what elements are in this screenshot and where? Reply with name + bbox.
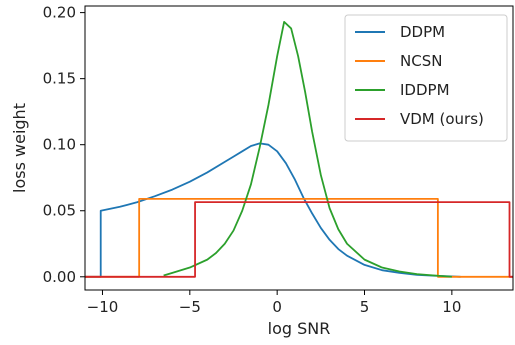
y-axis-ticks: 0.00 0.05 0.10 0.15 0.20 <box>43 4 85 286</box>
series-line-1 <box>85 199 513 277</box>
x-tick-label: 10 <box>442 298 461 316</box>
legend-label: IDDPM <box>400 81 450 99</box>
y-tick-label: 0.05 <box>43 202 76 220</box>
y-tick-label: 0.10 <box>43 136 76 154</box>
series-line-3 <box>85 202 513 277</box>
y-tick-label: 0.00 <box>43 268 76 286</box>
x-tick-label: −10 <box>87 298 119 316</box>
x-axis-ticks: −10 −5 0 5 10 <box>87 290 462 316</box>
y-axis-label: loss weight <box>10 103 29 193</box>
legend: DDPM NCSN IDDPM VDM (ours) <box>345 15 507 141</box>
x-tick-label: 0 <box>272 298 282 316</box>
legend-label: VDM (ours) <box>400 110 484 128</box>
y-tick-label: 0.20 <box>43 4 76 22</box>
x-axis-label: log SNR <box>268 319 331 338</box>
y-tick-label: 0.15 <box>43 70 76 88</box>
x-tick-label: 5 <box>360 298 370 316</box>
legend-label: DDPM <box>400 23 445 41</box>
x-tick-label: −5 <box>179 298 201 316</box>
legend-label: NCSN <box>400 52 442 70</box>
series-line-0 <box>85 143 461 276</box>
